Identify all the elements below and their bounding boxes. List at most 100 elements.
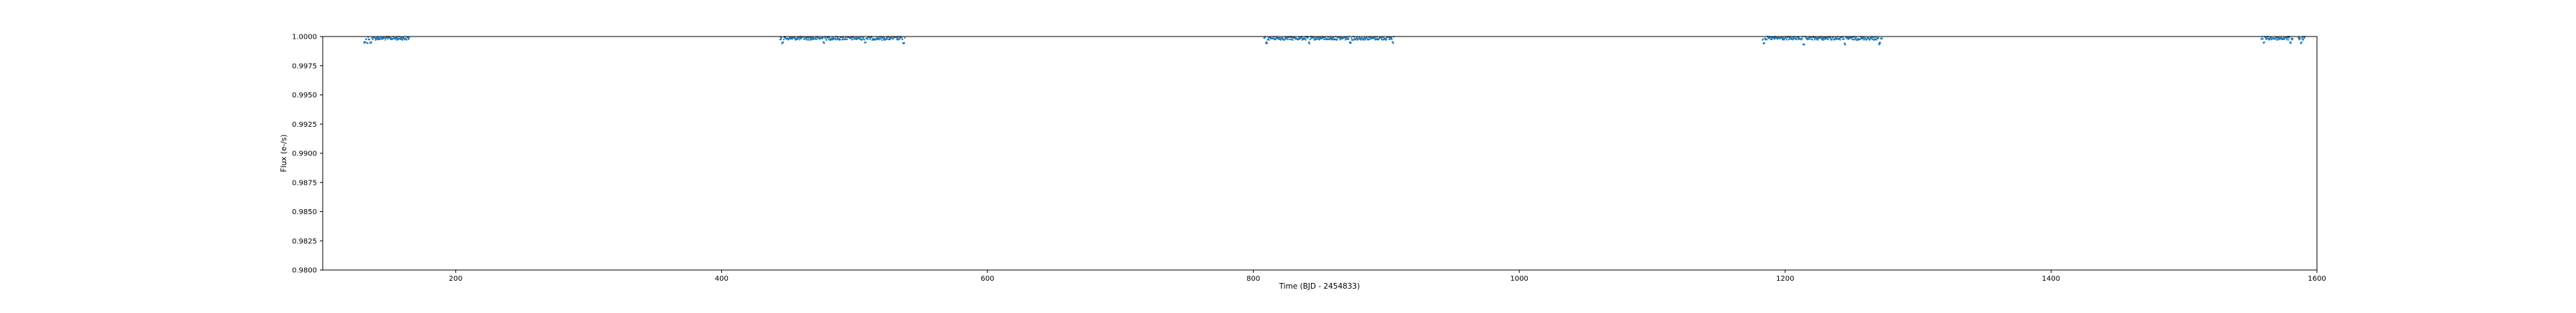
data-point (1350, 37, 1352, 39)
data-point (885, 38, 887, 40)
data-point (1358, 38, 1360, 40)
data-point (1875, 39, 1877, 41)
data-point (401, 39, 404, 41)
data-point (1839, 39, 1841, 41)
data-point (2285, 39, 2288, 41)
data-point (1777, 37, 1779, 39)
axes: 200 400 600 800 1000 1200 1400 1600 0.9800 0.9825… (292, 34, 2326, 284)
data-point (1300, 37, 1302, 39)
data-point (2303, 39, 2305, 41)
data-point (1304, 39, 1307, 41)
data-point (376, 38, 378, 40)
y-axis-label: Flux (e-/s) (280, 135, 288, 173)
data-point (1345, 38, 1347, 40)
data-point (1782, 39, 1784, 41)
data-point (832, 37, 834, 39)
data-point (864, 42, 867, 44)
data-point (1843, 42, 1845, 44)
data-point (806, 39, 808, 41)
data-point (896, 39, 898, 41)
y-tick-label: 0.9900 (292, 150, 317, 158)
data-point (1279, 39, 1282, 41)
x-tick-label: 1200 (1776, 275, 1794, 283)
y-tick-label: 0.9975 (292, 62, 317, 70)
data-point (1266, 42, 1269, 44)
data-point (878, 39, 880, 41)
data-point (821, 37, 824, 39)
data-point (804, 38, 806, 40)
data-point (840, 37, 843, 39)
data-point (1265, 41, 1267, 43)
data-point (1359, 37, 1361, 39)
data-point (2263, 42, 2265, 44)
data-point (1813, 39, 1816, 41)
data-point (781, 42, 783, 44)
data-point (1282, 37, 1284, 39)
data-point (1827, 39, 1830, 41)
data-point (1308, 41, 1310, 43)
data-point (867, 38, 869, 40)
data-point (1356, 37, 1358, 39)
data-point (1848, 37, 1850, 39)
data-point (2275, 37, 2277, 39)
data-point (2290, 42, 2292, 44)
data-point (1800, 39, 1802, 41)
data-point (1347, 38, 1350, 40)
data-point (1390, 37, 1392, 39)
data-point (1264, 37, 1266, 39)
data-point (883, 39, 885, 41)
y-tick-label: 0.9800 (292, 267, 317, 275)
data-point (1771, 39, 1773, 41)
data-point (1340, 37, 1343, 39)
data-point (1785, 37, 1787, 39)
data-point (1807, 38, 1810, 40)
data-point (863, 39, 865, 41)
y-tick-label: 0.9850 (292, 208, 317, 216)
x-tick-label: 600 (980, 275, 994, 283)
data-point (859, 38, 862, 40)
data-point (862, 38, 864, 41)
data-point (1865, 39, 1868, 41)
data-point (889, 38, 892, 40)
data-point (377, 38, 379, 41)
x-tick-label: 1600 (2308, 275, 2326, 283)
data-point (781, 37, 783, 39)
data-point (1377, 38, 1380, 40)
data-point (902, 38, 904, 41)
y-tick-label: 0.9825 (292, 238, 317, 246)
x-tick-label: 200 (449, 275, 462, 283)
data-point (1852, 39, 1855, 41)
x-axis-label: Time (BJD - 2454833) (1279, 282, 1360, 291)
data-point (1881, 37, 1883, 39)
data-point (2289, 41, 2292, 43)
data-point (1803, 44, 1805, 46)
data-point (904, 37, 906, 39)
data-point (1831, 39, 1833, 41)
data-point (406, 39, 408, 41)
data-series (363, 36, 2306, 46)
data-point (1777, 37, 1780, 39)
data-point (1309, 42, 1311, 44)
data-marks (363, 36, 2306, 46)
data-point (841, 38, 844, 41)
data-point (1361, 37, 1363, 39)
data-point (836, 37, 839, 39)
data-point (897, 37, 899, 39)
data-point (783, 39, 785, 41)
data-point (1344, 37, 1346, 39)
data-point (2265, 38, 2268, 41)
data-point (1292, 39, 1294, 41)
data-point (780, 38, 782, 41)
data-point (1382, 37, 1385, 39)
data-point (1374, 37, 1376, 39)
y-tick-label: 0.9925 (292, 121, 317, 129)
data-point (1364, 39, 1366, 41)
data-point (1809, 38, 1811, 40)
data-point (1855, 37, 1858, 39)
data-point (1367, 37, 1370, 39)
data-point (2277, 39, 2279, 41)
data-point (823, 42, 826, 44)
data-point (834, 37, 836, 39)
data-point (384, 39, 386, 41)
data-point (869, 39, 871, 41)
